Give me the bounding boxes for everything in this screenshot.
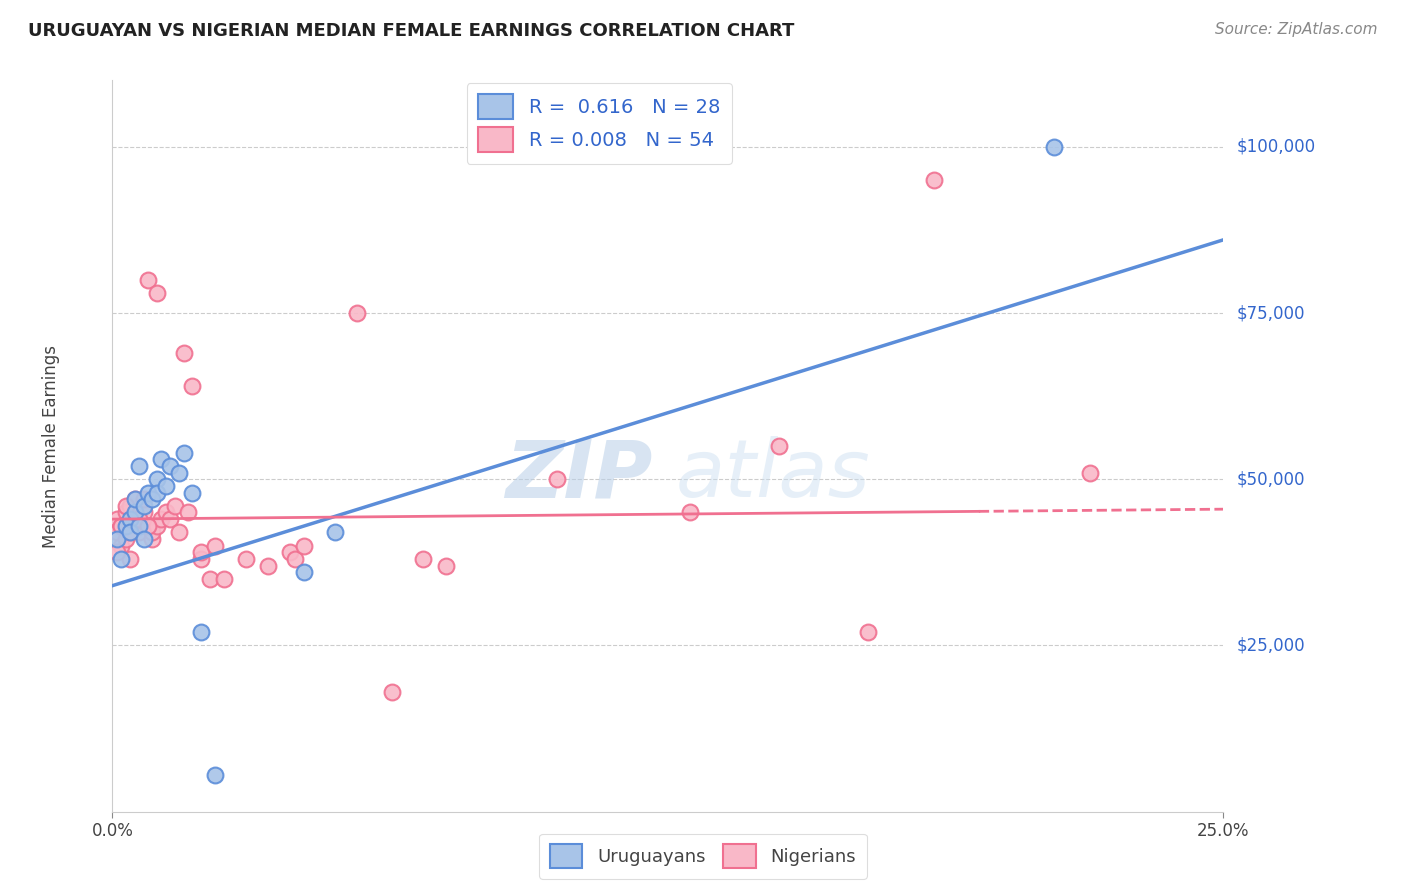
Text: atlas: atlas bbox=[676, 436, 870, 515]
Point bbox=[110, 518, 132, 533]
Point bbox=[155, 479, 177, 493]
Point bbox=[146, 518, 169, 533]
Point bbox=[124, 492, 146, 507]
Point bbox=[120, 499, 142, 513]
Point bbox=[181, 485, 204, 500]
Point bbox=[212, 572, 235, 586]
Point bbox=[136, 518, 159, 533]
Point bbox=[132, 499, 155, 513]
Point bbox=[128, 518, 150, 533]
Point bbox=[546, 472, 568, 486]
Point bbox=[124, 518, 146, 533]
Point bbox=[323, 525, 346, 540]
Point bbox=[173, 445, 195, 459]
Point bbox=[128, 458, 150, 473]
Point bbox=[132, 506, 155, 520]
Text: ZIP: ZIP bbox=[505, 436, 652, 515]
Point bbox=[120, 512, 142, 526]
Point bbox=[114, 518, 136, 533]
Point bbox=[434, 558, 457, 573]
Point bbox=[120, 525, 142, 540]
Text: $25,000: $25,000 bbox=[1237, 637, 1306, 655]
Point bbox=[257, 558, 280, 573]
Point bbox=[105, 512, 128, 526]
Point bbox=[105, 525, 128, 540]
Point bbox=[141, 532, 163, 546]
Point bbox=[114, 499, 136, 513]
Legend: R =  0.616   N = 28, R = 0.008   N = 54: R = 0.616 N = 28, R = 0.008 N = 54 bbox=[467, 83, 731, 164]
Point bbox=[128, 512, 150, 526]
Point bbox=[136, 518, 159, 533]
Point bbox=[146, 286, 169, 301]
Point bbox=[284, 552, 307, 566]
Point bbox=[136, 485, 159, 500]
Point bbox=[105, 532, 128, 546]
Point bbox=[120, 525, 142, 540]
Point bbox=[120, 552, 142, 566]
Point bbox=[173, 346, 195, 360]
Point bbox=[163, 499, 186, 513]
Text: $100,000: $100,000 bbox=[1237, 137, 1316, 156]
Point bbox=[235, 552, 257, 566]
Point bbox=[155, 506, 177, 520]
Point bbox=[159, 512, 181, 526]
Point bbox=[167, 525, 190, 540]
Legend: Uruguayans, Nigerians: Uruguayans, Nigerians bbox=[538, 834, 868, 879]
Point bbox=[167, 466, 190, 480]
Text: URUGUAYAN VS NIGERIAN MEDIAN FEMALE EARNINGS CORRELATION CHART: URUGUAYAN VS NIGERIAN MEDIAN FEMALE EARN… bbox=[28, 22, 794, 40]
Point bbox=[292, 566, 315, 580]
Point bbox=[181, 379, 204, 393]
Point bbox=[190, 545, 212, 559]
Point bbox=[132, 532, 155, 546]
Point bbox=[190, 552, 212, 566]
Point bbox=[924, 173, 946, 187]
Point bbox=[412, 552, 434, 566]
Point bbox=[146, 472, 169, 486]
Point bbox=[114, 506, 136, 520]
Point bbox=[768, 439, 790, 453]
Point bbox=[190, 625, 212, 640]
Point bbox=[1043, 140, 1066, 154]
Point bbox=[128, 512, 150, 526]
Point bbox=[105, 545, 128, 559]
Point bbox=[150, 512, 173, 526]
Point bbox=[150, 452, 173, 467]
Point bbox=[177, 506, 200, 520]
Point bbox=[124, 492, 146, 507]
Point bbox=[346, 306, 368, 320]
Point bbox=[136, 273, 159, 287]
Point bbox=[856, 625, 879, 640]
Point bbox=[679, 506, 702, 520]
Text: $75,000: $75,000 bbox=[1237, 304, 1306, 322]
Point bbox=[146, 485, 169, 500]
Point bbox=[141, 492, 163, 507]
Point bbox=[110, 552, 132, 566]
Text: Source: ZipAtlas.com: Source: ZipAtlas.com bbox=[1215, 22, 1378, 37]
Point bbox=[141, 525, 163, 540]
Point bbox=[128, 525, 150, 540]
Point bbox=[278, 545, 301, 559]
Text: Median Female Earnings: Median Female Earnings bbox=[42, 344, 60, 548]
Point bbox=[292, 539, 315, 553]
Point bbox=[200, 572, 222, 586]
Point bbox=[204, 768, 226, 782]
Point bbox=[381, 685, 404, 699]
Text: $50,000: $50,000 bbox=[1237, 470, 1306, 488]
Point bbox=[159, 458, 181, 473]
Point bbox=[114, 532, 136, 546]
Point bbox=[204, 539, 226, 553]
Point bbox=[110, 539, 132, 553]
Point bbox=[132, 492, 155, 507]
Point bbox=[124, 506, 146, 520]
Point bbox=[110, 518, 132, 533]
Point bbox=[1078, 466, 1101, 480]
